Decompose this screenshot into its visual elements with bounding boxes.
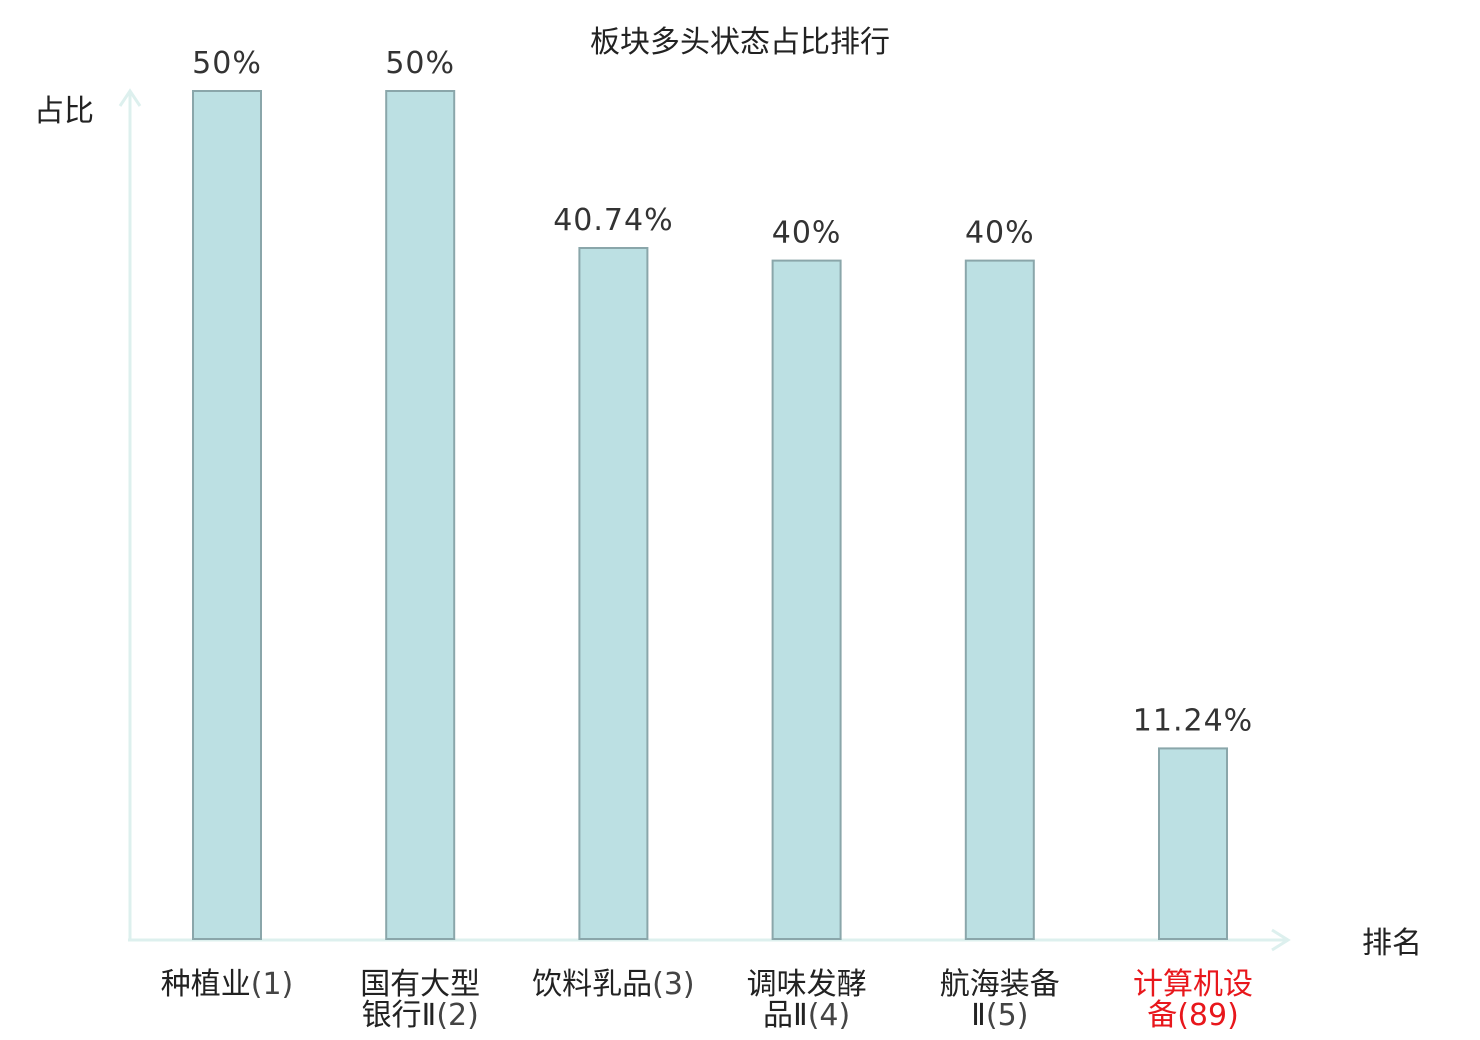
category-rank: (4) bbox=[808, 998, 851, 1033]
value-label-3: 40.74% bbox=[553, 203, 673, 238]
category-label-line: 备(89) bbox=[1147, 998, 1239, 1033]
value-label-5: 40% bbox=[965, 216, 1035, 251]
category-labels: 种植业(1) 国有大型银行Ⅱ(2) 饮料乳品(3) 调味发酵品Ⅱ(4) 航海装备 Ⅱ(5)… bbox=[161, 967, 1253, 1033]
bar-4 bbox=[771, 259, 842, 941]
category-label-line: 银行Ⅱ(2) bbox=[362, 998, 479, 1033]
y-axis-title: 占比 bbox=[34, 94, 94, 129]
bar-3 bbox=[578, 247, 649, 940]
x-axis-arrow bbox=[1271, 928, 1291, 952]
value-label-6: 11.24% bbox=[1133, 703, 1253, 738]
value-label-4: 40% bbox=[772, 216, 842, 251]
category-rank: (5) bbox=[986, 998, 1029, 1033]
category-label-line: 航海装备 bbox=[940, 967, 1060, 1002]
bar-2 bbox=[385, 90, 456, 940]
x-axis bbox=[128, 928, 1291, 952]
chart-title: 板块多头状态占比排行 bbox=[590, 25, 890, 60]
category-label-line: 计算机设 bbox=[1133, 967, 1253, 1002]
value-label-2: 50% bbox=[385, 46, 455, 81]
value-label-1: 50% bbox=[192, 46, 262, 81]
category-label-3: 饮料乳品(3) bbox=[532, 967, 695, 1002]
category-label-2: 国有大型银行Ⅱ(2) bbox=[360, 967, 480, 1033]
category-label-6: 计算机设备(89) bbox=[1133, 967, 1253, 1033]
category-rank: (3) bbox=[652, 967, 695, 1002]
category-label-5: 航海装备 Ⅱ(5) bbox=[940, 967, 1060, 1033]
bar-6 bbox=[1158, 747, 1228, 941]
bars bbox=[192, 90, 1228, 941]
value-labels: 50% 50% 40.74% 40% 40% 11.24% bbox=[192, 46, 1253, 738]
category-label-1: 种植业(1) bbox=[161, 967, 294, 1002]
y-axis bbox=[118, 88, 142, 940]
category-rank: (1) bbox=[251, 967, 294, 1002]
x-axis-title: 排名 bbox=[1362, 926, 1422, 961]
category-rank: (2) bbox=[436, 998, 479, 1033]
bar-1 bbox=[192, 90, 262, 940]
category-label-line: 国有大型 bbox=[360, 967, 480, 1002]
bar-5 bbox=[964, 259, 1035, 941]
category-label-line: 种植业(1) bbox=[161, 967, 294, 1002]
category-label-4: 调味发酵品Ⅱ(4) bbox=[747, 967, 867, 1033]
category-label-line: 调味发酵 bbox=[747, 967, 867, 1002]
y-axis-arrow bbox=[118, 88, 142, 107]
category-label-line: 饮料乳品(3) bbox=[532, 967, 695, 1002]
category-label-line: Ⅱ(5) bbox=[971, 998, 1028, 1033]
category-label-line: 品Ⅱ(4) bbox=[763, 998, 850, 1033]
category-rank: (89) bbox=[1177, 998, 1239, 1033]
